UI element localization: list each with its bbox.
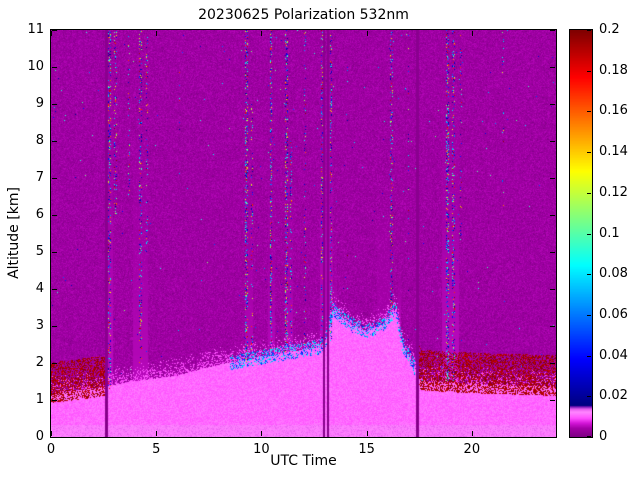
y-tick-right (550, 30, 555, 31)
heatmap-canvas (51, 30, 556, 437)
y-tick-right (550, 289, 555, 290)
colorbar-tick (587, 396, 591, 398)
y-tick-label: 10 (27, 59, 44, 74)
x-tick (366, 431, 368, 436)
y-tick-right (550, 104, 555, 105)
colorbar-tick-label: 0.04 (599, 347, 628, 363)
y-tick-right (550, 141, 555, 142)
x-tick-label: 0 (46, 442, 56, 457)
y-tick-right (550, 326, 555, 327)
y-axis-label: Altitude [km] (6, 187, 22, 279)
y-tick-label: 3 (35, 318, 44, 333)
colorbar-tick-label: 0.18 (599, 62, 628, 78)
y-tick (52, 141, 57, 142)
y-tick-right (550, 363, 555, 364)
y-tick-label: 0 (35, 429, 44, 444)
y-tick-label: 6 (35, 207, 44, 222)
x-tick-top (366, 31, 368, 36)
colorbar-tick-label: 0 (599, 429, 608, 444)
colorbar-tick-label: 0.1 (599, 225, 620, 241)
colorbar-tick-label: 0.12 (599, 184, 628, 200)
x-tick-top (471, 31, 473, 36)
y-tick-label: 8 (35, 133, 44, 148)
colorbar-tick (587, 233, 591, 235)
y-tick (52, 30, 57, 31)
colorbar-tick (587, 30, 591, 31)
y-tick (52, 289, 57, 290)
colorbar-tick-label: 0.14 (599, 144, 628, 160)
x-tick-label: 15 (358, 442, 375, 457)
colorbar-tick (587, 152, 591, 154)
colorbar-canvas (570, 30, 592, 437)
x-axis-label: UTC Time (270, 453, 337, 469)
colorbar-tick-label: 0.06 (599, 306, 628, 322)
y-tick-right (550, 437, 555, 438)
colorbar-tick-label: 0.08 (599, 266, 628, 282)
y-tick (52, 437, 57, 438)
x-tick-label: 5 (152, 442, 161, 457)
y-tick (52, 326, 57, 327)
colorbar-tick-label: 0.02 (599, 388, 628, 404)
plot-title: 20230625 Polarization 532nm (198, 7, 409, 23)
y-tick-label: 1 (35, 392, 44, 407)
y-tick-label: 11 (27, 22, 44, 37)
y-tick-right (550, 215, 555, 216)
x-tick (51, 431, 52, 436)
colorbar-tick (587, 111, 591, 113)
colorbar-tick (587, 70, 591, 72)
y-tick (52, 252, 57, 253)
y-tick (52, 178, 57, 179)
colorbar-tick-label: 0.16 (599, 103, 628, 119)
y-tick-label: 4 (35, 281, 44, 296)
colorbar-tick (587, 192, 591, 194)
x-tick-label: 10 (253, 442, 270, 457)
y-tick (52, 215, 57, 216)
x-tick-top (51, 31, 52, 36)
y-tick-right (550, 178, 555, 179)
y-tick (52, 104, 57, 105)
colorbar-tick (587, 436, 591, 437)
colorbar-tick (587, 355, 591, 357)
y-tick-label: 9 (35, 96, 44, 111)
y-tick-label: 2 (35, 355, 44, 370)
colorbar-tick-label: 0.2 (599, 22, 620, 37)
x-tick-top (261, 31, 263, 36)
y-tick-label: 5 (35, 244, 44, 259)
colorbar-tick (587, 274, 591, 276)
y-tick (52, 363, 57, 364)
x-tick (156, 431, 158, 436)
colorbar-tick (587, 314, 591, 316)
y-tick-label: 7 (35, 170, 44, 185)
x-tick-top (156, 31, 158, 36)
y-tick-right (550, 252, 555, 253)
x-tick (471, 431, 473, 436)
y-tick (52, 67, 57, 68)
y-tick (52, 400, 57, 401)
x-tick-label: 20 (463, 442, 481, 457)
x-tick (261, 431, 263, 436)
y-tick-right (550, 67, 555, 68)
y-tick-right (550, 400, 555, 401)
